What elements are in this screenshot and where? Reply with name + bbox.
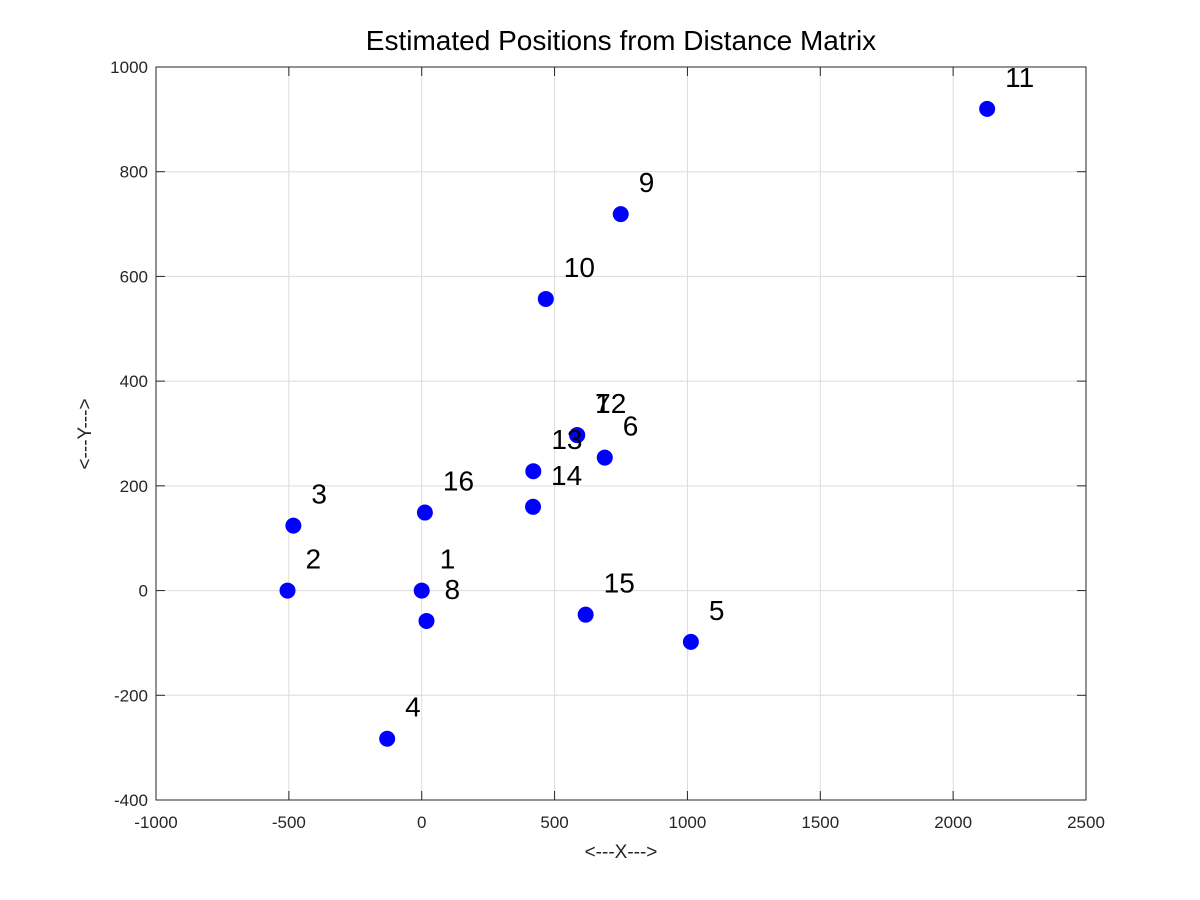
point-label: 4: [405, 692, 421, 723]
point-label: 9: [639, 167, 655, 198]
x-axis-label: <---X--->: [585, 842, 658, 863]
data-point: [413, 582, 430, 599]
point-label: 8: [444, 574, 460, 605]
plot-frame: [155, 66, 1087, 801]
point-label: 14: [551, 460, 582, 491]
data-point: [418, 612, 435, 629]
data-point: [537, 290, 554, 307]
data-point: [285, 517, 302, 534]
x-tick-label: 2500: [1067, 813, 1105, 832]
data-point: [379, 730, 396, 747]
data-point: [979, 100, 996, 117]
point-label: 16: [443, 466, 474, 497]
y-tick-label: 600: [120, 267, 148, 286]
point-label: 12: [595, 388, 626, 419]
x-tick-label: -500: [272, 813, 306, 832]
point-label: 3: [311, 479, 327, 510]
y-tick-label: 200: [120, 477, 148, 496]
point-label: 6: [623, 411, 639, 442]
data-point: [596, 449, 613, 466]
y-tick-label: -200: [114, 686, 148, 705]
y-tick-label: 0: [139, 582, 148, 601]
point-label: 2: [306, 544, 322, 575]
data-point: [416, 504, 433, 521]
data-point: [577, 606, 594, 623]
x-tick-label: 0: [417, 813, 426, 832]
point-label: 1: [440, 544, 456, 575]
point-label: 11: [1005, 62, 1034, 93]
x-tick-label: -1000: [134, 813, 177, 832]
data-point: [279, 582, 296, 599]
y-tick-label: 400: [120, 372, 148, 391]
point-label: 13: [551, 424, 582, 455]
grid-lines: [156, 67, 1086, 800]
point-label: 15: [604, 568, 635, 599]
x-tick-label: 1500: [801, 813, 839, 832]
y-tick-label: 800: [120, 163, 148, 182]
data-point: [569, 427, 586, 444]
y-axis-label: <---Y--->: [75, 398, 96, 469]
y-tick-label: 1000: [110, 58, 148, 77]
point-label: 5: [709, 595, 725, 626]
chart-title: Estimated Positions from Distance Matrix: [366, 25, 876, 56]
data-points: [279, 100, 996, 747]
tick-labels: -1000 -500 0 500 1000 1500 2000 2500 -400 -200 0 20…: [110, 58, 1105, 832]
y-tick-label: -400: [114, 791, 148, 810]
data-point: [525, 498, 542, 515]
point-label: 10: [564, 252, 595, 283]
axis-ticks: [155, 66, 1087, 801]
data-point: [612, 206, 629, 223]
x-tick-label: 2000: [934, 813, 972, 832]
x-tick-label: 1000: [669, 813, 707, 832]
data-point: [682, 633, 699, 650]
x-tick-label: 500: [540, 813, 568, 832]
data-point: [525, 463, 542, 480]
point-label: 7: [595, 388, 611, 419]
